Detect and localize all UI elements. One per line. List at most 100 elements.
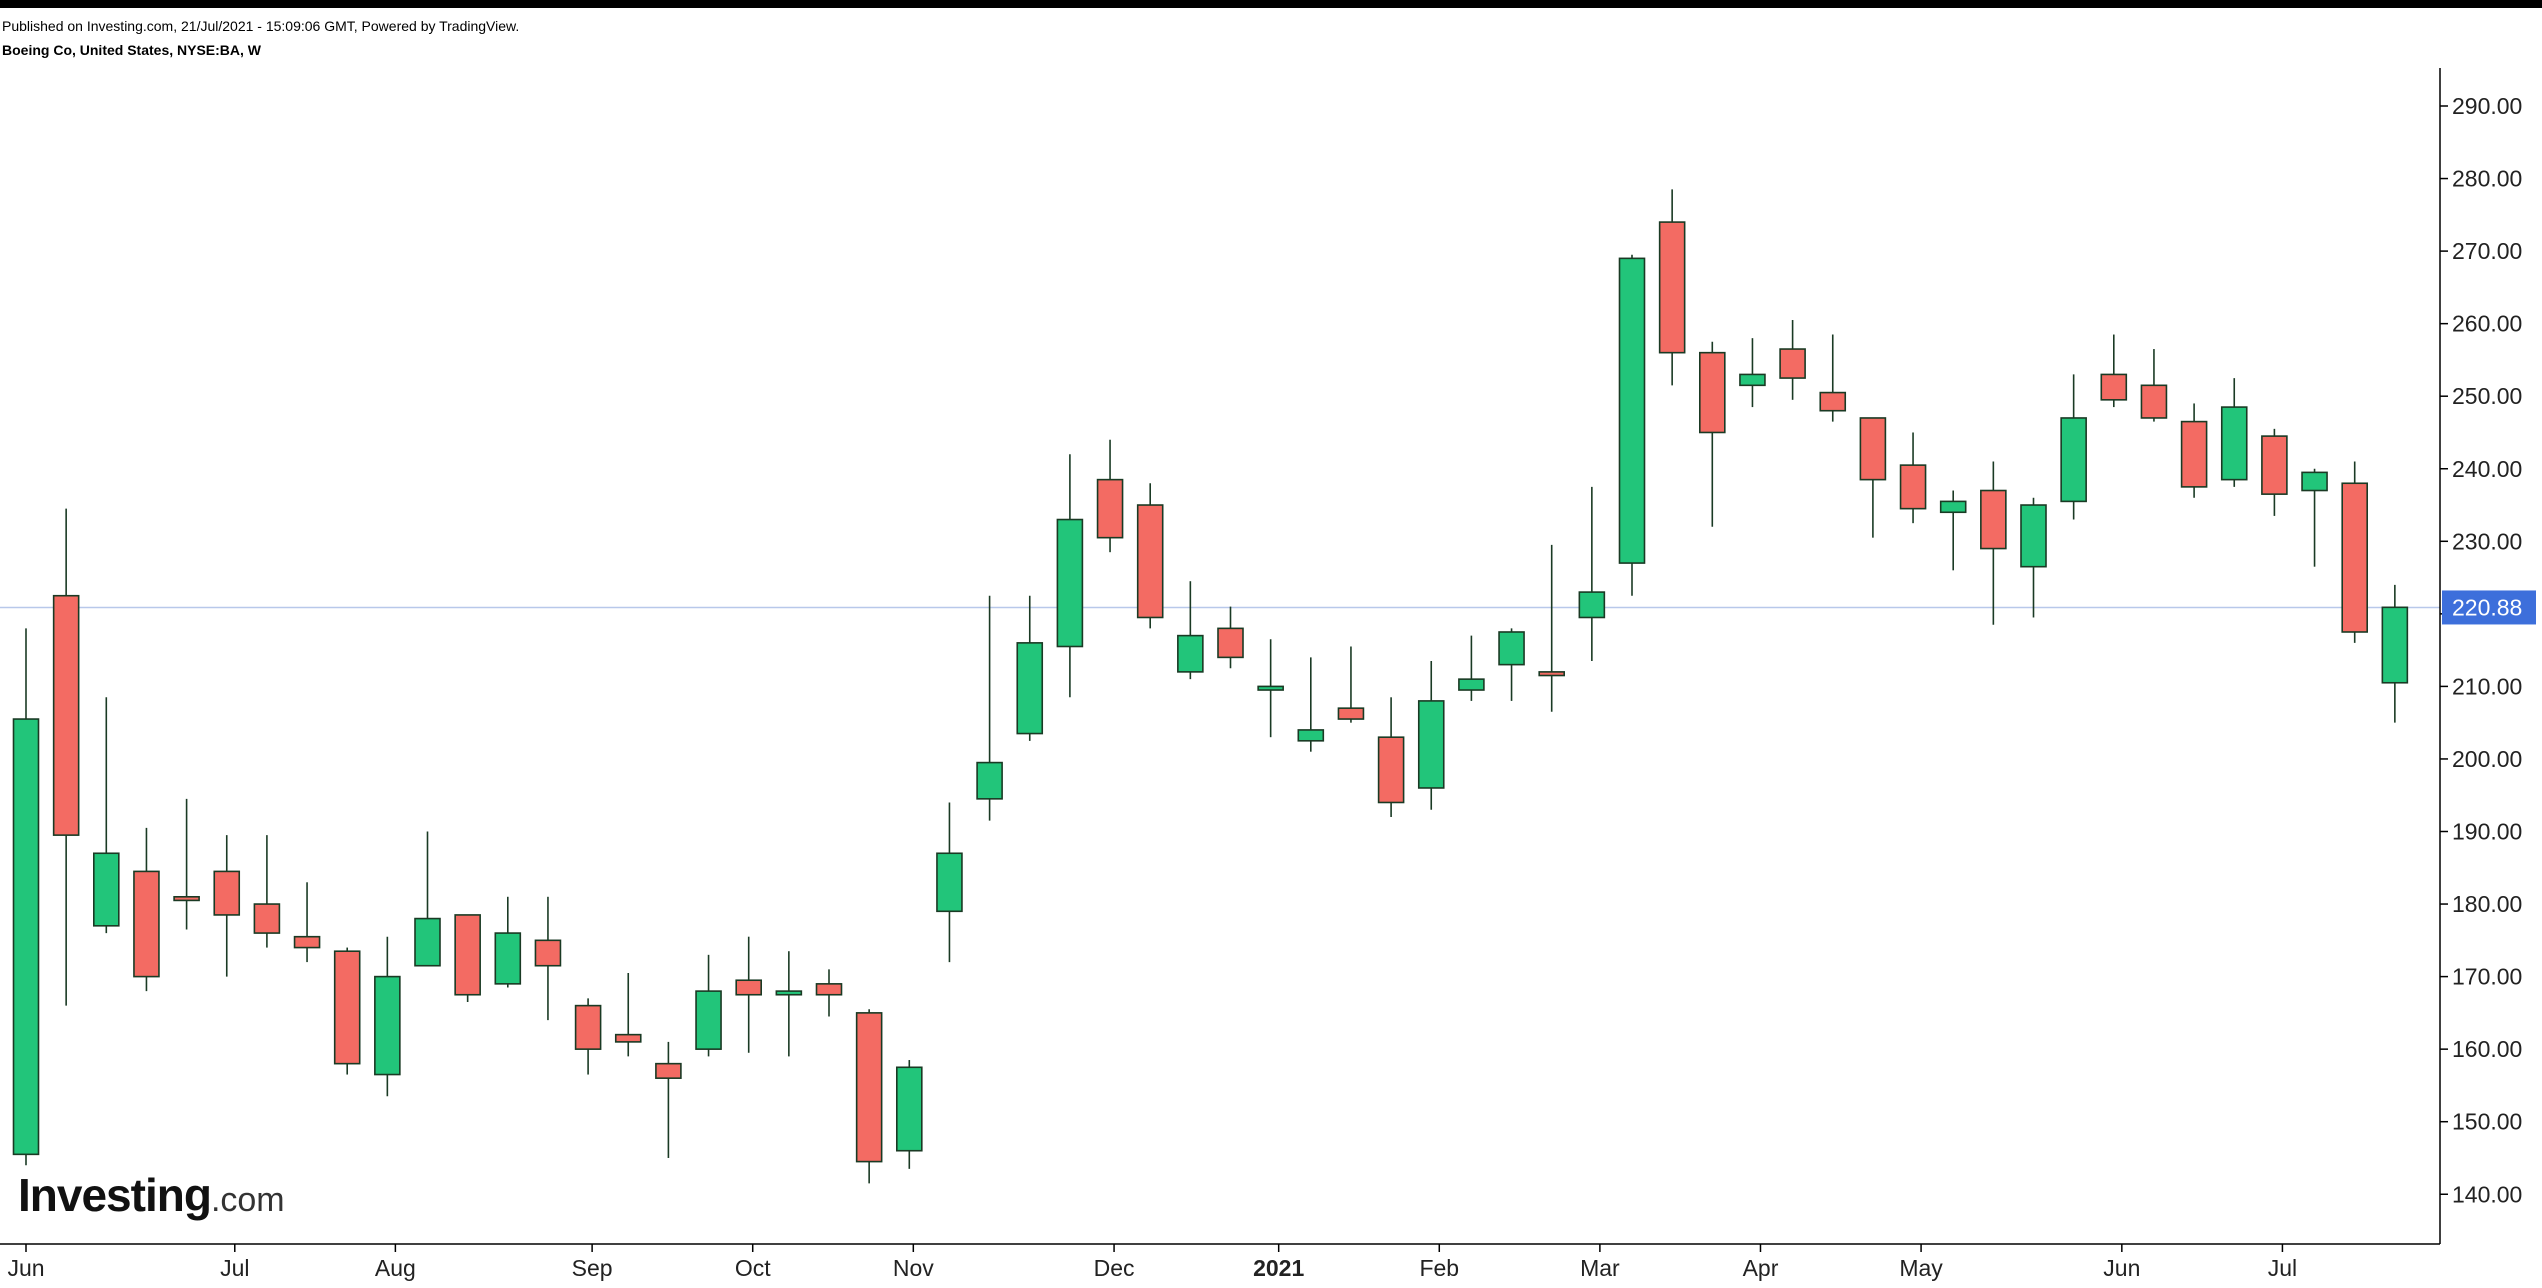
candle-body-up [2020,504,2047,568]
y-tick-label: 280.00 [2452,166,2522,192]
candle-body-down [574,1004,602,1050]
candle-body-up [12,718,40,1156]
logo-main: Investing [18,1169,212,1221]
x-tick-label: Dec [1094,1255,1135,1281]
x-tick-label: Nov [893,1255,934,1281]
candle-body-down [1658,221,1686,354]
candle-body-up [936,852,963,913]
top-border [0,0,2542,8]
candle-body-up [1016,642,1044,735]
candle-body-down [1377,736,1405,804]
candle-body-up [93,852,120,927]
candle-body-up [1739,373,1766,387]
candle-body-down [2100,373,2128,401]
candle-body-up [2220,406,2248,481]
candle-body-down [454,914,481,996]
candle-body-down [735,979,763,996]
candle-body-down [1899,464,1927,510]
candle-body-down [1859,417,1887,481]
y-tick-label: 200.00 [2452,746,2522,772]
candle-body-down [133,870,160,978]
x-tick-label: Feb [1419,1255,1459,1281]
published-note: Published on Investing.com, 21/Jul/2021 … [2,18,520,34]
candle-body-down [815,983,843,996]
y-tick-label: 290.00 [2452,93,2522,119]
candle-body-down [1136,504,1164,619]
candles-layer [0,189,2440,1184]
y-tick-label: 240.00 [2452,456,2522,482]
y-tick-label: 180.00 [2452,891,2522,917]
candle-body-up [1939,500,1967,514]
candle-body-down [655,1062,682,1079]
candle-body-up [1417,700,1445,789]
candle-body-up [2301,471,2328,492]
logo-suffix: .com [210,1181,285,1219]
candle-body-up [1498,631,1525,666]
candle-body-up [1578,591,1606,619]
candle-body-down [1819,391,1847,412]
candle-body-up [414,917,441,967]
candle-body-up [695,990,722,1050]
y-tick-label: 140.00 [2452,1181,2522,1207]
candle-body-down [253,903,281,934]
candle-body-up [1056,518,1084,648]
y-tick-label: 270.00 [2452,238,2522,264]
y-tick-label: 210.00 [2452,673,2522,699]
x-tick-label: Apr [1743,1255,1779,1281]
x-tick-label: Mar [1580,1255,1620,1281]
axes-layer: 140.00 150.00 160.00 170.00 180.00 190.00 200.… [0,68,2536,1281]
candle-body-down [333,950,361,1065]
candle-body-down [534,939,562,967]
x-tick-label: Sep [572,1255,613,1281]
candle-body-down [293,935,321,949]
candle-body-down [855,1012,883,1163]
candle-body-up [2381,606,2409,684]
candle-body-up [895,1066,923,1152]
x-tick-label: Jul [2268,1255,2297,1281]
x-tick-label: Jun [7,1255,44,1281]
candle-body-down [1096,478,1124,539]
candle-body-up [1458,678,1485,691]
candle-body-down [2180,420,2208,488]
investing-logo: Investing.com [18,1168,285,1222]
y-tick-label: 250.00 [2452,383,2522,409]
candle-body-up [976,761,1003,800]
y-tick-label: 150.00 [2452,1109,2522,1135]
candle-body-down [52,594,80,836]
candle-body-down [213,870,241,916]
candle-body-down [2140,384,2168,419]
candle-body-down [1980,489,2007,550]
x-tick-label: Oct [735,1255,771,1281]
candle-body-down [2261,435,2288,495]
y-tick-label: 230.00 [2452,528,2522,554]
y-tick-label: 160.00 [2452,1036,2522,1062]
candle-body-down [1699,351,1726,434]
last-price-label: 220.88 [2452,594,2522,620]
x-tick-label: 2021 [1253,1255,1304,1281]
candle-body-down [173,895,200,902]
candle-body-down [2341,482,2368,633]
last-price-badge [2442,590,2536,625]
candle-body-down [614,1033,642,1043]
y-tick-label: 190.00 [2452,819,2522,845]
symbol-title: Boeing Co, United States, NYSE:BA, W [2,42,262,58]
candle-body-up [1177,634,1204,673]
candle-body-up [494,932,522,985]
x-tick-label: Jun [2103,1255,2140,1281]
x-tick-label: Aug [375,1255,416,1281]
x-tick-label: Jul [220,1255,249,1281]
candle-body-up [1618,257,1646,564]
y-tick-label: 170.00 [2452,964,2522,990]
x-tick-label: May [1899,1255,1943,1281]
candle-body-down [1217,627,1244,659]
candle-body-down [1779,348,1806,379]
candle-body-up [2060,417,2087,503]
candle-body-down [1538,671,1565,677]
candle-body-up [374,975,401,1076]
candle-body-down [1337,707,1365,720]
y-tick-label: 260.00 [2452,311,2522,337]
candle-body-up [1297,729,1325,742]
candle-body-up [775,990,803,996]
candle-body-up [1257,685,1284,691]
